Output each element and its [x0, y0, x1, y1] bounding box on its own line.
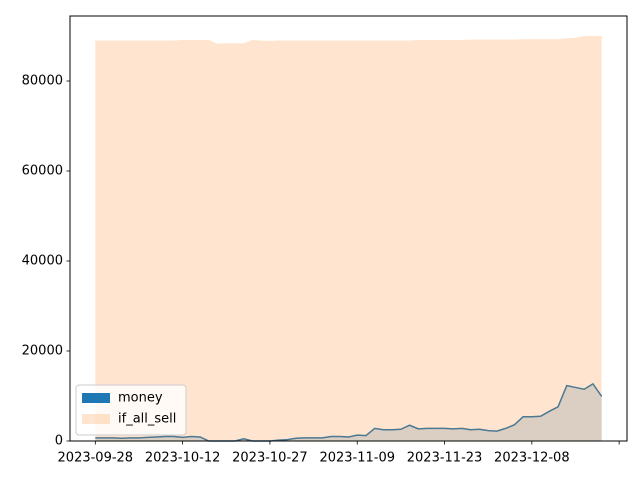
- y-tick-label: 40000: [22, 253, 63, 268]
- x-tick-label: 2023-11-23: [407, 451, 483, 466]
- legend-label: if_all_sell: [118, 412, 176, 427]
- y-tick-label: 60000: [22, 163, 63, 178]
- y-tick-label: 0: [55, 434, 63, 449]
- x-tick-label: 2023-10-12: [145, 451, 221, 466]
- axes-frame: [69, 15, 628, 442]
- x-tick-label: 2023-11-09: [319, 451, 395, 466]
- x-tick-label: 2023-12-08: [494, 451, 570, 466]
- x-tick-label: 2023-09-28: [58, 451, 134, 466]
- plot-area: 0 20000 40000 60000 80000 2023-09-28 2023-10-1…: [22, 15, 628, 466]
- y-tick-label: 20000: [22, 343, 63, 358]
- line: [95, 382, 603, 442]
- x-tick-label: 2023-10-27: [232, 451, 308, 466]
- legend-swatch: [82, 414, 110, 424]
- area: [95, 36, 602, 441]
- legend-label: money: [118, 391, 163, 406]
- area: [95, 383, 602, 441]
- y-tick-label: 80000: [22, 73, 63, 88]
- legend-swatch: [82, 393, 110, 403]
